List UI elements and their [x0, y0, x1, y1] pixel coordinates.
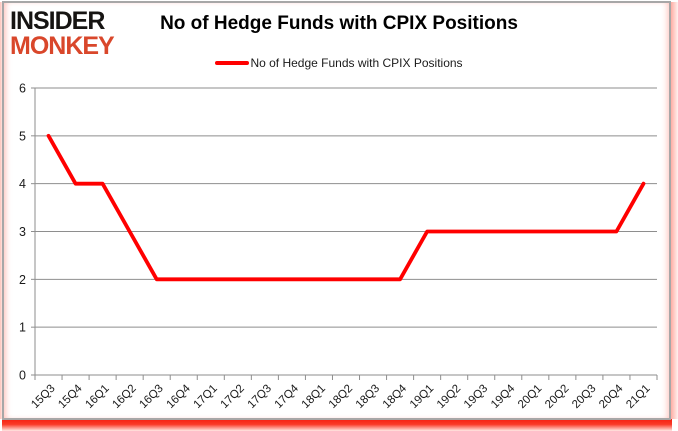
legend-line-swatch [215, 61, 250, 65]
y-tick-label: 3 [19, 225, 26, 239]
y-tick-label: 4 [19, 177, 26, 191]
x-tick-label: 16Q4 [164, 382, 193, 411]
x-tick-label: 18Q3 [354, 383, 382, 411]
x-tick-label: 16Q2 [110, 383, 138, 411]
logo-line-monkey: MONKEY [10, 32, 115, 60]
red-glow-right [669, 2, 678, 419]
x-tick-label: 19Q2 [435, 383, 463, 411]
insider-monkey-logo: INSIDER MONKEY [10, 9, 140, 59]
x-tick-label: 21Q1 [624, 383, 652, 411]
red-glow-bottom [2, 419, 672, 431]
x-tick-label: 19Q4 [489, 382, 518, 411]
x-tick-label: 15Q3 [29, 383, 57, 411]
legend: No of Hedge Funds with CPIX Positions [0, 56, 678, 70]
x-tick-label: 16Q3 [137, 383, 165, 411]
x-tick-label: 19Q1 [408, 383, 436, 411]
y-tick-label: 0 [19, 369, 26, 383]
y-tick-label: 2 [19, 273, 26, 287]
x-tick-label: 18Q1 [300, 383, 328, 411]
x-tick-label: 19Q3 [462, 383, 490, 411]
x-tick-label: 20Q4 [597, 382, 626, 411]
red-glow-left [0, 2, 3, 419]
x-tick-label: 16Q1 [83, 383, 111, 411]
y-tick-label: 1 [19, 321, 26, 335]
x-tick-label: 17Q3 [246, 383, 274, 411]
x-tick-label: 17Q4 [273, 382, 302, 411]
x-tick-label: 20Q2 [543, 383, 571, 411]
x-tick-label: 20Q3 [570, 383, 598, 411]
chart-frame [2, 1, 671, 420]
x-tick-label: 20Q1 [516, 383, 544, 411]
x-tick-label: 15Q4 [56, 382, 85, 411]
y-tick-label: 6 [19, 82, 26, 96]
series-line [46, 133, 646, 282]
x-tick-label: 17Q2 [219, 383, 247, 411]
chart-title: No of Hedge Funds with CPIX Positions [160, 13, 518, 34]
legend-label: No of Hedge Funds with CPIX Positions [250, 56, 463, 70]
y-tick-label: 5 [19, 129, 26, 143]
logo-line-insider: INSIDER [10, 7, 105, 35]
x-tick-label: 17Q1 [192, 383, 220, 411]
x-tick-label: 18Q4 [381, 382, 410, 411]
x-tick-label: 18Q2 [327, 383, 355, 411]
